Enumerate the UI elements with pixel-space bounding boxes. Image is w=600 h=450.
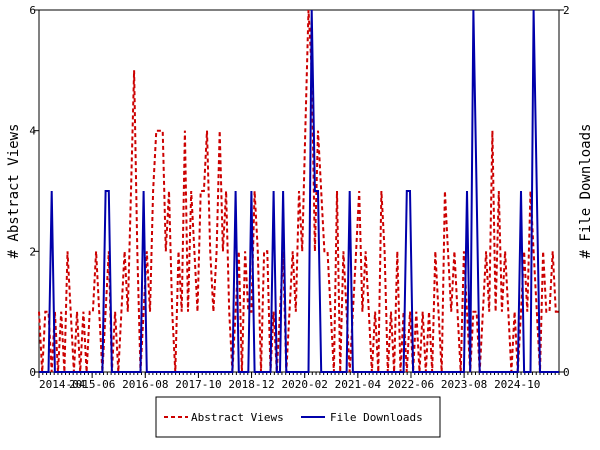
y-tick-label: 6 <box>29 4 36 17</box>
x-tick-label: 2020-02 <box>282 378 328 391</box>
legend-box <box>155 396 441 438</box>
x-tick-label: 2018-12 <box>228 378 274 391</box>
y-tick-label: 2 <box>29 245 36 258</box>
legend: Abstract Views File Downloads <box>155 396 441 438</box>
y2-axis-title: # File Downloads <box>578 124 594 259</box>
series-lines <box>38 9 559 373</box>
series-line-abstract-views <box>38 9 559 373</box>
y-axis-title: # Abstract Views <box>6 124 22 259</box>
x-tick-label: 2023-08 <box>441 378 487 391</box>
legend-label-file-downloads: File Downloads <box>330 411 423 424</box>
y-tick-label: 4 <box>29 125 36 138</box>
y2-tick-label: 0 <box>563 366 570 379</box>
x-tick-label: 2024-10 <box>494 378 540 391</box>
series-line-file-downloads <box>39 9 559 373</box>
x-tick-label: 2015-06 <box>69 378 115 391</box>
x-tick-label: 2014-04 <box>39 378 86 391</box>
y2-tick-label: 2 <box>563 4 570 17</box>
y-tick-label: 0 <box>29 366 36 379</box>
x-tick-label: 2021-04 <box>335 378 382 391</box>
x-tick-label: 2017-10 <box>175 378 221 391</box>
x-tick-label: 2022-06 <box>388 378 434 391</box>
legend-label-abstract-views: Abstract Views <box>191 411 284 424</box>
x-tick-label: 2016-08 <box>122 378 168 391</box>
